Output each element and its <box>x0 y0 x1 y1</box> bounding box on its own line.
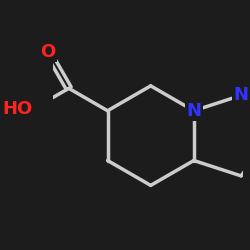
Text: HO: HO <box>2 100 32 118</box>
Text: N: N <box>234 86 249 104</box>
Text: O: O <box>40 43 55 61</box>
Text: N: N <box>186 102 201 120</box>
